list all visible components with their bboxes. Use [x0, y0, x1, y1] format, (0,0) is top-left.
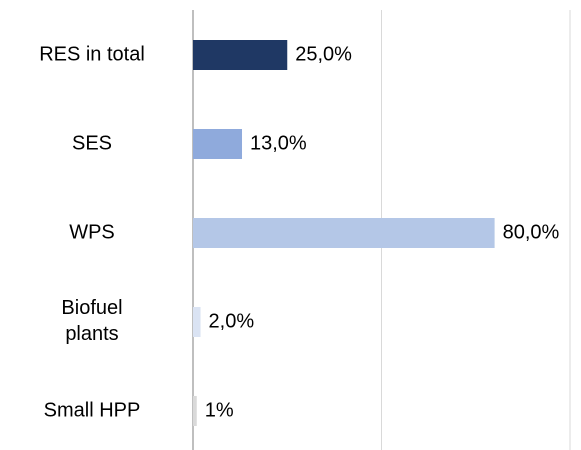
value-label: 80,0% — [503, 221, 560, 243]
bar — [193, 218, 495, 248]
bar — [193, 396, 197, 426]
category-label: RES in total — [39, 43, 145, 65]
category-label: WPS — [69, 221, 115, 243]
bar — [193, 129, 243, 159]
bar — [193, 40, 288, 70]
category-label: Biofuel plants — [61, 297, 122, 345]
category-label: SES — [72, 132, 112, 154]
value-label: 13,0% — [250, 132, 307, 154]
value-label: 25,0% — [295, 43, 352, 65]
bar — [193, 307, 201, 337]
value-label: 1% — [205, 399, 234, 421]
category-label: Small HPP — [44, 399, 141, 421]
value-label: 2,0% — [209, 310, 255, 332]
